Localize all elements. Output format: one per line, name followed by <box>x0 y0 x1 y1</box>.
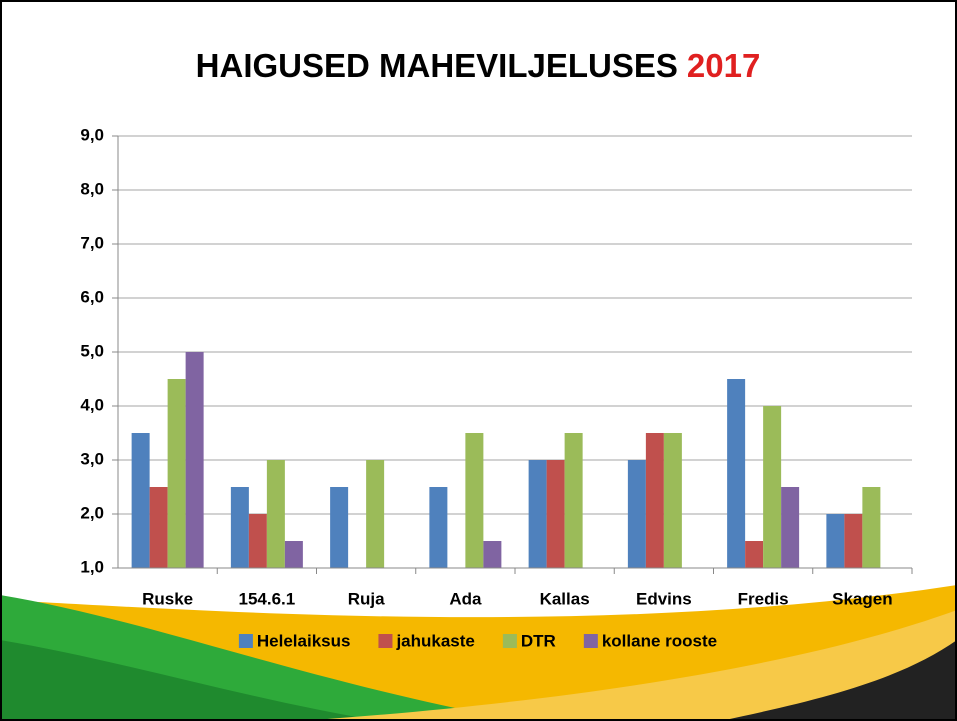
legend-label: kollane rooste <box>602 631 717 650</box>
x-tick-label: Kallas <box>540 589 590 608</box>
legend-label: DTR <box>521 631 556 650</box>
bar <box>231 487 249 568</box>
y-tick-label: 1,0 <box>80 557 104 576</box>
bar <box>781 487 799 568</box>
x-tick-label: Ruja <box>348 589 385 608</box>
bar <box>646 433 664 568</box>
bar <box>249 514 267 568</box>
bar <box>483 541 501 568</box>
bar <box>330 487 348 568</box>
legend-label: Helelaiksus <box>257 631 351 650</box>
y-tick-label: 3,0 <box>80 449 104 468</box>
x-tick-label: Ruske <box>142 589 193 608</box>
bar <box>150 487 168 568</box>
y-tick-label: 2,0 <box>80 503 104 522</box>
y-tick-label: 6,0 <box>80 287 104 306</box>
legend-label: jahukaste <box>395 631 474 650</box>
bar <box>429 487 447 568</box>
bar <box>132 433 150 568</box>
bar <box>664 433 682 568</box>
title-text: HAIGUSED MAHEVILJELUSES <box>196 47 678 84</box>
bar <box>366 460 384 568</box>
x-tick-label: Edvins <box>636 589 692 608</box>
legend-swatch <box>378 634 392 648</box>
bar <box>465 433 483 568</box>
x-tick-label: Fredis <box>738 589 789 608</box>
bar <box>862 487 880 568</box>
bar <box>844 514 862 568</box>
x-tick-label: Skagen <box>832 589 892 608</box>
bar <box>745 541 763 568</box>
bar <box>826 514 844 568</box>
y-tick-label: 5,0 <box>80 341 104 360</box>
y-tick-label: 7,0 <box>80 233 104 252</box>
bar <box>529 460 547 568</box>
bar <box>285 541 303 568</box>
x-tick-label: 154.6.1 <box>239 589 296 608</box>
bar <box>628 460 646 568</box>
x-tick-label: Ada <box>449 589 482 608</box>
bar <box>168 379 186 568</box>
bar <box>186 352 204 568</box>
bar <box>267 460 285 568</box>
legend-swatch <box>584 634 598 648</box>
slide: HAIGUSED MAHEVILJELUSES2017 1,0 2,0 3,0 4,0… <box>0 0 957 721</box>
bar <box>565 433 583 568</box>
bar <box>547 460 565 568</box>
y-tick-label: 4,0 <box>80 395 104 414</box>
legend-swatch <box>239 634 253 648</box>
bar <box>763 406 781 568</box>
title-year: 2017 <box>687 47 760 84</box>
bar <box>727 379 745 568</box>
y-tick-label: 8,0 <box>80 179 104 198</box>
y-tick-label: 9,0 <box>80 125 104 144</box>
legend-swatch <box>503 634 517 648</box>
